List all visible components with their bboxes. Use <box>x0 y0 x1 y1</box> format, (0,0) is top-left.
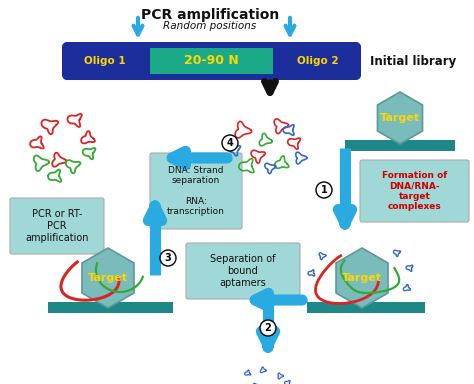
Polygon shape <box>377 92 422 144</box>
Circle shape <box>316 182 332 198</box>
Bar <box>345 140 455 151</box>
Text: Random positions: Random positions <box>164 21 256 31</box>
FancyBboxPatch shape <box>62 42 361 80</box>
Text: Formation of
DNA/RNA-
target
complexes: Formation of DNA/RNA- target complexes <box>382 171 447 211</box>
Circle shape <box>222 135 238 151</box>
FancyBboxPatch shape <box>186 243 300 299</box>
Text: DNA: Strand
separation

RNA:
transcription: DNA: Strand separation RNA: transcriptio… <box>167 166 225 216</box>
Text: Target: Target <box>88 273 128 283</box>
Text: Target: Target <box>342 273 382 283</box>
Text: Oligo 2: Oligo 2 <box>297 56 339 66</box>
Polygon shape <box>336 248 388 308</box>
Circle shape <box>160 250 176 266</box>
Text: 2: 2 <box>264 323 272 333</box>
Text: 1: 1 <box>320 185 328 195</box>
Polygon shape <box>82 248 134 308</box>
Bar <box>307 302 425 313</box>
Bar <box>138 48 285 74</box>
Bar <box>48 302 173 313</box>
Text: PCR or RT-
PCR
amplification: PCR or RT- PCR amplification <box>25 209 89 243</box>
Circle shape <box>260 320 276 336</box>
Text: Target: Target <box>380 113 420 123</box>
Text: Oligo 1: Oligo 1 <box>84 56 126 66</box>
Text: 4: 4 <box>227 138 233 148</box>
Text: Initial library: Initial library <box>370 55 456 68</box>
FancyBboxPatch shape <box>62 42 150 80</box>
Text: 3: 3 <box>164 253 172 263</box>
Text: Separation of
bound
aptamers: Separation of bound aptamers <box>210 255 276 288</box>
Text: PCR amplification: PCR amplification <box>141 8 279 22</box>
FancyBboxPatch shape <box>150 153 242 229</box>
FancyBboxPatch shape <box>273 42 361 80</box>
FancyBboxPatch shape <box>360 160 469 222</box>
FancyBboxPatch shape <box>10 198 104 254</box>
Text: 20-90 N: 20-90 N <box>184 55 239 68</box>
